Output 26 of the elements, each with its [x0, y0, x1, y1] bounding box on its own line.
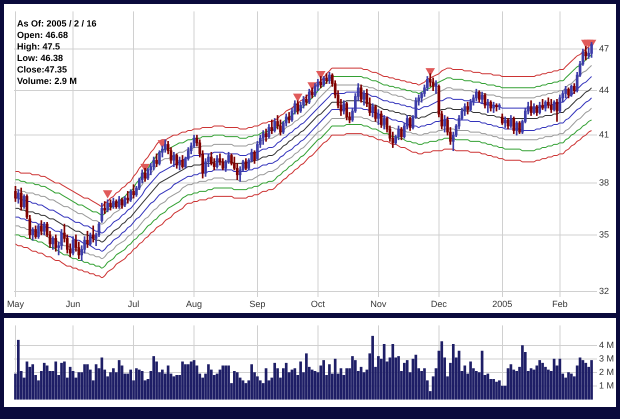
y-tick-label: 38 — [599, 178, 610, 188]
annotation: High: 47.5 — [17, 41, 60, 52]
x-tick-label: Dec — [430, 299, 448, 310]
y-tick-label: 4 M — [599, 340, 614, 350]
x-tick-label: Feb — [552, 299, 568, 310]
y-tick-label: 35 — [599, 229, 610, 240]
y-tick-label: 2 M — [599, 367, 614, 378]
y-tick-label: 41 — [599, 130, 610, 140]
y-tick-label: 32 — [599, 286, 610, 296]
x-tick-label: 2005 — [492, 299, 512, 310]
x-tick-label: Sep — [249, 299, 266, 310]
x-tick-label: Jul — [128, 299, 140, 310]
annotation: Open: 46.68 — [17, 30, 68, 40]
x-tick-label: Oct — [310, 299, 326, 310]
y-tick-label: 3 M — [599, 354, 614, 364]
y-tick-label: 47 — [599, 44, 610, 54]
x-tick-label: Jun — [66, 299, 80, 310]
y-tick-label: 44 — [599, 85, 610, 96]
x-tick-label: May — [6, 299, 24, 310]
annotation: As Of: 2005 / 2 / 16 — [17, 18, 97, 28]
annotation: Volume: 2.9 M — [17, 76, 77, 86]
y-tick-label: 1 M — [599, 380, 614, 391]
x-tick-label: Aug — [186, 299, 202, 310]
annotation: Close:47.35 — [17, 64, 68, 74]
x-tick-label: Nov — [370, 299, 387, 310]
annotation: Low: 46.38 — [17, 52, 64, 63]
